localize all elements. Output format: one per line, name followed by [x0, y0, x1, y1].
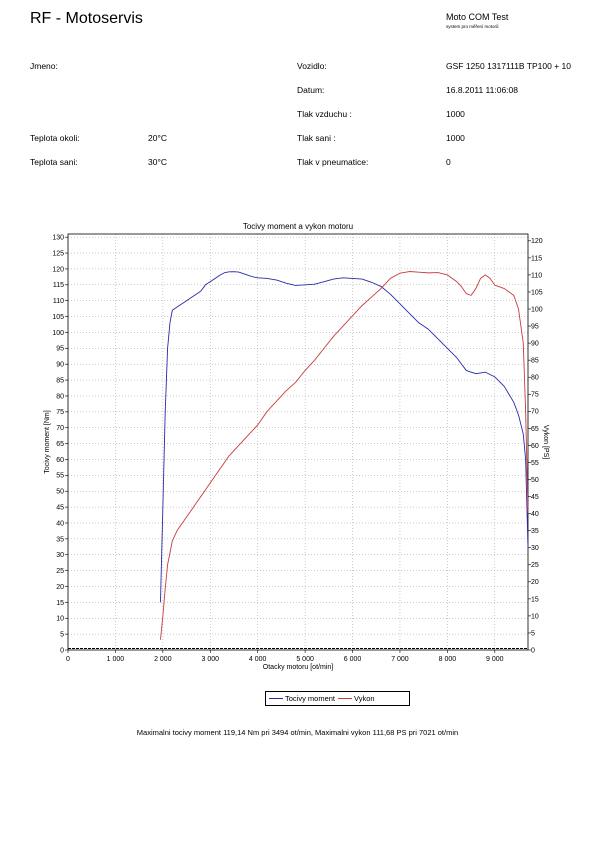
y2-tick-label: 65 — [531, 426, 539, 433]
x-tick-label: 0 — [66, 656, 70, 663]
teplota-sani-label: Teplota sani: — [30, 157, 78, 167]
y2-tick-label: 105 — [531, 289, 543, 296]
y2-tick-label: 95 — [531, 323, 539, 330]
y2-tick-label: 110 — [531, 272, 542, 279]
y-tick-label: 10 — [56, 616, 64, 623]
y2-tick-label: 30 — [531, 545, 539, 552]
tlak-vzduchu-label: Tlak vzduchu : — [297, 109, 352, 119]
legend-swatch-torque — [269, 698, 283, 699]
tlak-vzduchu-value: 1000 — [446, 109, 465, 119]
y-tick-label: 130 — [52, 235, 64, 242]
vozidlo-value: GSF 1250 1317111B TP100 + 10 — [446, 61, 571, 71]
y2-axis-label: Vykon [PS] — [542, 425, 549, 459]
y2-tick-label: 40 — [531, 511, 539, 518]
y2-tick-label: 55 — [531, 460, 539, 467]
page-title: RF - Motoservis — [30, 10, 143, 27]
legend-item-power: Vykon — [338, 694, 375, 703]
y-tick-label: 15 — [56, 600, 64, 607]
torque-line — [160, 271, 529, 603]
x-tick-label: 1 000 — [107, 656, 125, 663]
legend-swatch-power — [338, 698, 352, 699]
x-tick-label: 4 000 — [249, 656, 267, 663]
y-tick-label: 90 — [56, 362, 64, 369]
y-tick-label: 55 — [56, 473, 64, 480]
y2-tick-label: 0 — [531, 647, 535, 654]
y2-tick-label: 75 — [531, 392, 539, 399]
x-tick-label: 7 000 — [391, 656, 409, 663]
y2-tick-label: 100 — [531, 306, 543, 313]
datum-label: Datum: — [297, 85, 325, 95]
y-axis-label: Tocivy moment [Nm] — [44, 410, 51, 473]
tlak-sani-value: 1000 — [446, 133, 465, 143]
plot-frame — [67, 233, 529, 651]
y2-tick-label: 120 — [531, 238, 543, 245]
y2-tick-label: 35 — [531, 528, 539, 535]
datum-value: 16.8.2011 11:06:08 — [446, 85, 519, 95]
y-tick-label: 5 — [60, 632, 64, 639]
legend-label-torque: Tocivy moment — [285, 694, 336, 703]
y-tick-label: 35 — [56, 536, 64, 543]
chart-legend: Tocivy moment Vykon — [265, 691, 410, 706]
y2-tick-label: 10 — [531, 613, 539, 620]
y-tick-label: 105 — [52, 314, 64, 321]
x-tick-label: 9 000 — [486, 656, 504, 663]
power-line — [160, 271, 529, 640]
y-tick-label: 45 — [56, 504, 64, 511]
y2-tick-label: 70 — [531, 409, 539, 416]
x-tick-label: 8 000 — [439, 656, 457, 663]
dyno-chart: 0510152025303540455055606570758085909510… — [44, 222, 549, 671]
tlak-pneumatice-label: Tlak v pneumatice: — [297, 157, 369, 167]
y2-tick-label: 45 — [531, 494, 539, 501]
y-tick-label: 25 — [56, 568, 64, 575]
y2-tick-label: 90 — [531, 341, 539, 348]
y-tick-label: 75 — [56, 409, 64, 416]
y-tick-label: 60 — [56, 457, 64, 464]
y-tick-label: 100 — [52, 330, 64, 337]
x-tick-label: 6 000 — [344, 656, 362, 663]
y2-tick-label: 50 — [531, 477, 539, 484]
y-tick-label: 110 — [53, 298, 64, 305]
y2-tick-label: 15 — [531, 596, 539, 603]
plot-area — [68, 234, 528, 650]
x-tick-label: 2 000 — [154, 656, 172, 663]
x-tick-label: 5 000 — [296, 656, 314, 663]
y2-tick-label: 115 — [531, 255, 542, 262]
y-tick-label: 120 — [52, 266, 64, 273]
x-axis-label: Otacky motoru [ot/min] — [263, 664, 333, 671]
x-tick-label: 3 000 — [202, 656, 220, 663]
tlak-sani-label: Tlak sani : — [297, 133, 336, 143]
y-tick-label: 40 — [56, 520, 64, 527]
y2-tick-label: 25 — [531, 562, 539, 569]
tlak-pneumatice-value: 0 — [446, 157, 451, 167]
max-summary: Maximalni tocivy moment 119,14 Nm pri 34… — [136, 728, 459, 737]
y-tick-label: 80 — [56, 393, 64, 400]
y-tick-label: 65 — [56, 441, 64, 448]
y2-tick-label: 5 — [531, 630, 535, 637]
y2-tick-label: 85 — [531, 358, 539, 365]
chart-title: Tocivy moment a vykon motoru — [243, 222, 353, 231]
y2-tick-label: 20 — [531, 579, 539, 586]
brand-subtitle: system pro měření motorů — [446, 24, 499, 29]
teplota-sani-value: 30°C — [148, 157, 167, 167]
y-tick-label: 30 — [56, 552, 64, 559]
y-tick-label: 95 — [56, 346, 64, 353]
legend-label-power: Vykon — [354, 694, 375, 703]
teplota-okoli-label: Teplota okoli: — [30, 133, 80, 143]
y-tick-label: 50 — [56, 489, 64, 496]
jmeno-label: Jmeno: — [30, 61, 58, 71]
brand-name: Moto COM Test — [446, 12, 509, 22]
y-tick-label: 85 — [56, 377, 64, 384]
y-tick-label: 70 — [56, 425, 64, 432]
y-tick-label: 115 — [53, 282, 64, 289]
y-tick-label: 0 — [60, 647, 64, 654]
y-tick-label: 125 — [52, 250, 64, 257]
legend-item-torque: Tocivy moment — [269, 694, 335, 703]
y2-tick-label: 60 — [531, 443, 539, 450]
y2-tick-label: 80 — [531, 375, 539, 382]
vozidlo-label: Vozidlo: — [297, 61, 327, 71]
y-tick-label: 20 — [56, 584, 64, 591]
teplota-okoli-value: 20°C — [148, 133, 167, 143]
